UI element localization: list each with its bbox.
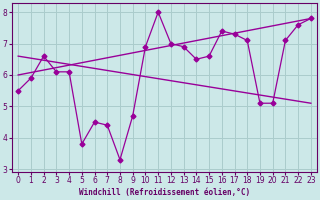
X-axis label: Windchill (Refroidissement éolien,°C): Windchill (Refroidissement éolien,°C): [79, 188, 250, 197]
